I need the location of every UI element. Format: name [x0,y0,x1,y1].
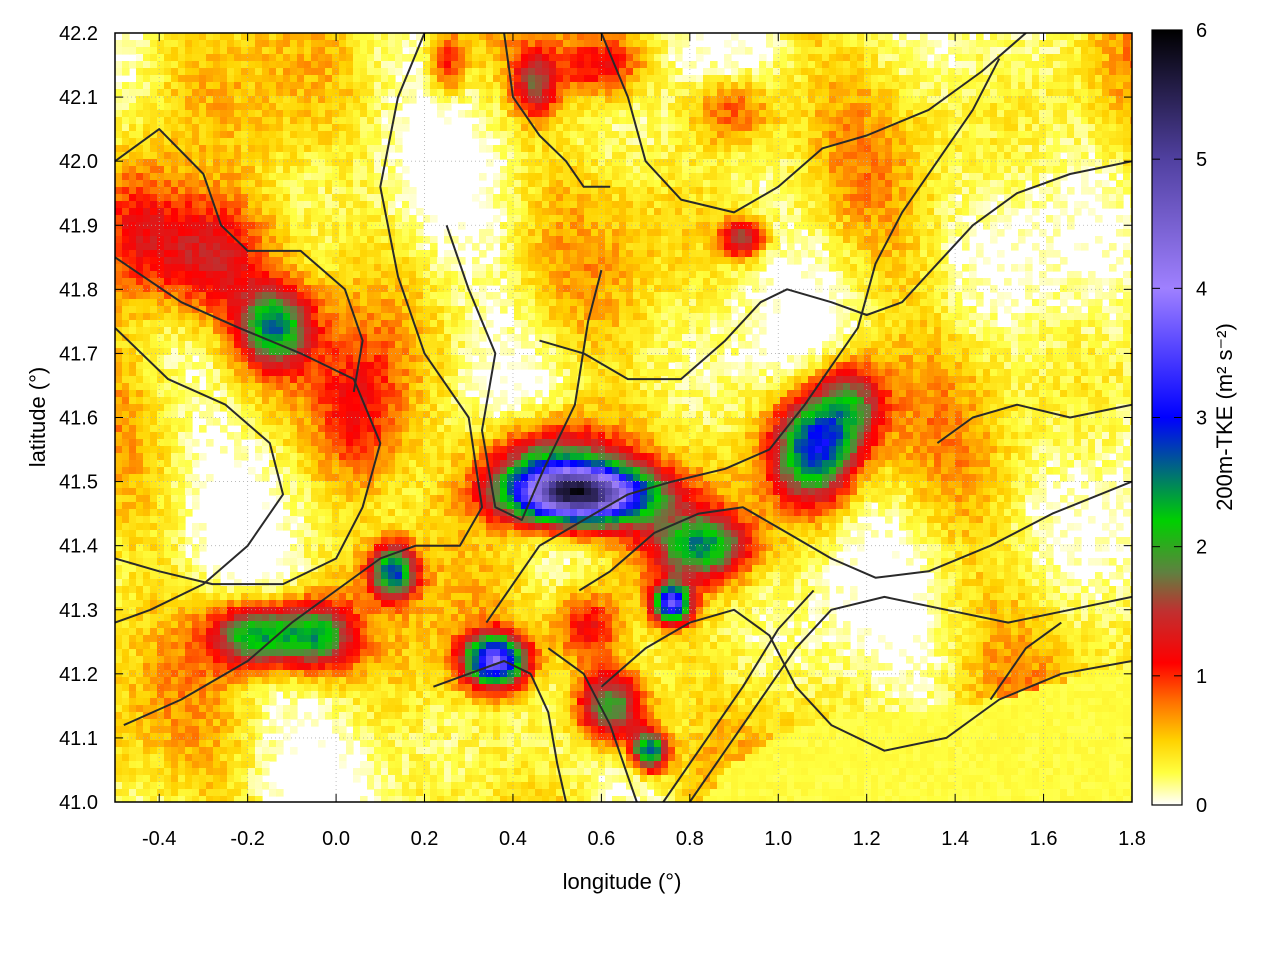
x-tick-label: -0.2 [230,828,264,850]
y-tick-label: 41.8 [59,279,98,301]
contour-line [485,58,1001,624]
x-tick-label: -0.4 [142,828,176,850]
x-tick-label: 1.8 [1118,828,1146,850]
y-tick-label: 42.2 [59,23,98,45]
colorbar-ticks: 0 1 2 3 4 5 6 [1152,20,1207,817]
contour-line [688,595,1132,802]
x-tick-label: 0.8 [676,828,704,850]
y-tick-label: 41.9 [59,215,98,237]
y-tick-label: 41.0 [59,792,98,814]
y-tick-label: 41.4 [59,536,98,558]
contour-line [115,256,382,586]
x-tick-label: 1.0 [764,828,792,850]
colorbar-tick-label: 1 [1196,666,1207,688]
contour-line [445,224,603,521]
x-tick-label: 1.6 [1030,828,1058,850]
y-tick-label: 41.6 [59,408,98,430]
x-tick-label: 1.2 [853,828,881,850]
contour-line [123,33,483,727]
contour-line [578,480,1132,592]
heatmap-field [115,33,1132,802]
colorbar-tick-label: 0 [1196,795,1207,817]
contour-line [662,589,815,802]
contour-line [936,403,1132,444]
contour-line [433,660,567,802]
x-axis-ticks: -0.4 -0.2 0.0 0.2 0.4 0.6 0.8 1.0 1.2 1.4 1.6 1.8 [142,33,1146,850]
y-axis-ticks: 41.0 41.1 41.2 41.3 41.4 41.5 41.6 41.7 41.8 41.9… [59,23,1132,814]
y-axis-label: latitude (°) [25,367,50,468]
colorbar-tick-label: 4 [1196,278,1207,300]
y-tick-label: 42.1 [59,87,98,109]
contour-line [989,621,1062,701]
contour-line [600,33,1027,214]
x-tick-label: 1.4 [941,828,969,850]
colorbar-tick-label: 6 [1196,20,1207,42]
y-tick-label: 42.0 [59,151,98,173]
y-tick-label: 41.2 [59,664,98,686]
colorbar-tick-label: 2 [1196,537,1207,559]
contour-line [503,33,611,188]
x-tick-label: 0.2 [411,828,439,850]
y-tick-label: 41.5 [59,472,98,494]
contour-line [115,128,364,393]
y-tick-label: 41.7 [59,343,98,365]
y-tick-label: 41.3 [59,600,98,622]
colorbar-label: 200m-TKE (m² s⁻²) [1212,323,1237,511]
contour-line [547,647,638,802]
y-tick-label: 41.1 [59,728,98,750]
colorbar-tick-label: 5 [1196,149,1207,171]
x-tick-label: 0.4 [499,828,527,850]
x-axis-label: longitude (°) [563,869,682,894]
contour-line [600,608,1132,752]
topography-contours [115,33,1132,802]
contour-line [539,160,1132,381]
x-tick-label: 0.6 [587,828,615,850]
colorbar-tick-label: 3 [1196,408,1207,430]
contour-line [115,327,284,624]
colorbar: 0 1 2 3 4 5 6 200m-TKE (m² s⁻²) [1151,20,1237,817]
x-tick-label: 0.0 [322,828,350,850]
